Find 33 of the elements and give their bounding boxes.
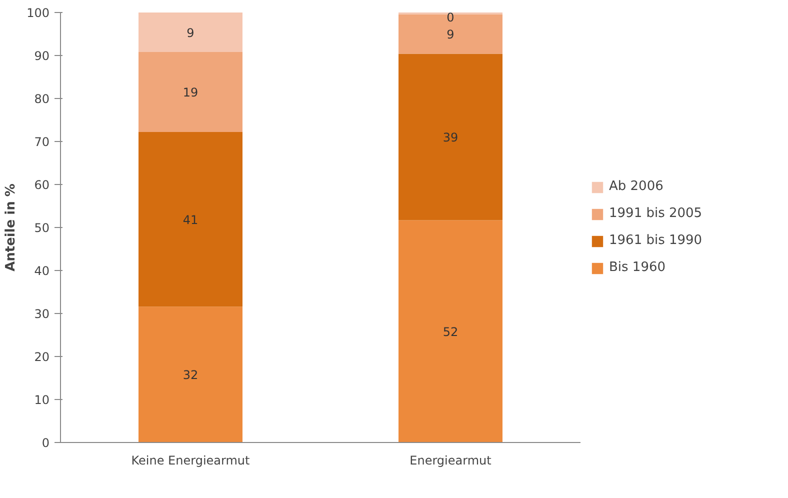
legend-label: 1991 bis 2005 — [609, 206, 702, 221]
bar — [398, 14, 502, 54]
y-tick-label: 10 — [34, 393, 50, 407]
y-tick-label: 90 — [34, 49, 50, 63]
y-axis-title: Anteile in % — [4, 184, 19, 272]
data-label: 32 — [182, 368, 198, 382]
data-label: 9 — [446, 28, 454, 42]
data-label: 52 — [442, 324, 458, 339]
legend-label: 1961 bis 1990 — [609, 233, 702, 248]
legend-label: Ab 2006 — [609, 179, 664, 194]
data-label: 0 — [446, 10, 454, 24]
x-tick-label: Keine Energiearmut — [131, 454, 250, 468]
legend-label: Bis 1960 — [609, 260, 666, 275]
y-tick-label: 50 — [34, 221, 50, 235]
bar — [138, 132, 242, 307]
data-label: 19 — [182, 86, 198, 100]
data-label: 9 — [186, 26, 194, 40]
bar — [398, 220, 502, 442]
y-tick-label: 70 — [34, 135, 50, 149]
bar — [138, 52, 242, 132]
y-tick-label: 100 — [26, 6, 50, 20]
data-label: 41 — [182, 212, 198, 227]
bar — [138, 306, 242, 442]
x-tick-label: Energiearmut — [410, 454, 492, 468]
y-tick-label: 20 — [34, 350, 50, 364]
bar — [398, 54, 502, 220]
y-tick-label: 30 — [34, 307, 50, 321]
bar — [138, 12, 242, 52]
y-tick-label: 0 — [42, 436, 50, 450]
data-label: 39 — [442, 130, 458, 144]
y-tick-label: 60 — [34, 178, 50, 192]
y-tick-label: 40 — [34, 264, 50, 278]
y-tick-label: 80 — [34, 92, 50, 106]
